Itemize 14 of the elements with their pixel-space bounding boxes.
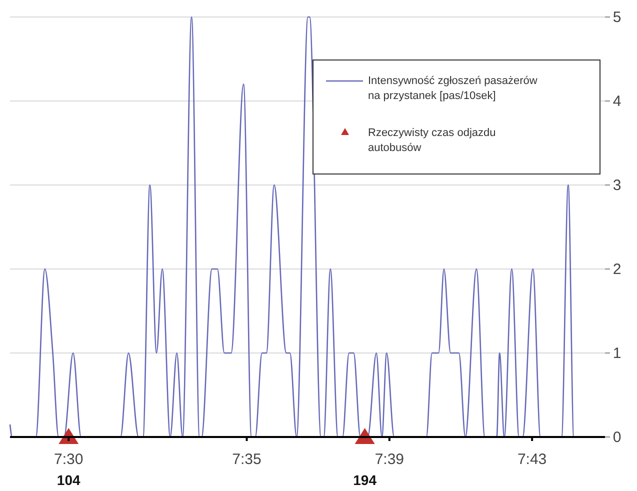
annotation: 104: [56, 472, 80, 488]
y-tick-label: 2: [612, 261, 622, 278]
x-tick-label: 7:39: [374, 451, 404, 468]
y-tick-label: 0: [612, 429, 622, 446]
annotation: 194: [353, 472, 377, 488]
x-tick-label: 7:43: [517, 451, 547, 468]
y-tick-label: 4: [612, 93, 622, 110]
x-tick-label: 7:35: [232, 451, 262, 468]
x-tick-label: 7:30: [54, 451, 84, 468]
y-tick-label: 1: [612, 345, 622, 362]
legend-label: Rzeczywisty czas odjazdu autobusów: [368, 127, 496, 154]
y-tick-label: 3: [612, 177, 622, 194]
legend-label: Intensywność zgłoszeń pasażerów na przystanek [pas/10sek]: [368, 75, 538, 102]
y-tick-label: 5: [612, 9, 622, 26]
